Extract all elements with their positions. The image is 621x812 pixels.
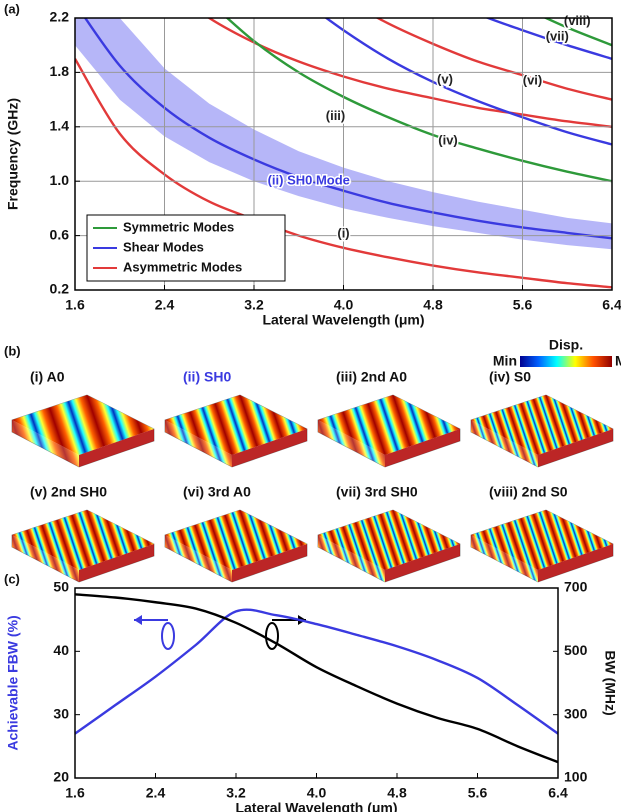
series-label: (i) xyxy=(337,225,349,240)
y-tick-label: 20 xyxy=(53,769,69,785)
y-tick-label: 0.2 xyxy=(50,281,70,297)
series-label: (vi) xyxy=(523,73,543,88)
series-label: (iii) xyxy=(326,108,346,123)
series-label: (vii) xyxy=(546,29,569,44)
x-tick-label: 3.2 xyxy=(244,297,264,313)
legend-label: Symmetric Modes xyxy=(123,219,234,234)
x-tick-label: 6.4 xyxy=(548,785,568,801)
x-tick-label: 1.6 xyxy=(65,297,85,313)
colorbar xyxy=(520,356,612,367)
x-tick-label: 1.6 xyxy=(65,785,85,801)
line xyxy=(165,0,613,127)
x-tick-label: 3.2 xyxy=(226,785,246,801)
legend-label: Asymmetric Modes xyxy=(123,259,242,274)
y2-tick-label: 300 xyxy=(564,705,588,721)
y2-tick-label: 500 xyxy=(564,642,588,658)
figure: (i)(ii) SH0 Mode(iii)(iv)(v)(vi)(vii)(vi… xyxy=(0,0,621,812)
x-tick-label: 5.6 xyxy=(468,785,488,801)
mode-shape xyxy=(12,395,154,467)
mode-shape xyxy=(318,510,460,582)
line xyxy=(75,610,558,734)
colorbar-title: Disp. xyxy=(549,337,583,353)
y-tick-label: 40 xyxy=(53,642,69,658)
y-tick-label: 2.2 xyxy=(50,9,70,25)
x-tick-label: 6.4 xyxy=(602,297,621,313)
y-axis-label: Frequency (GHz) xyxy=(5,98,21,210)
mode-label: (ii) SH0 xyxy=(183,369,231,385)
x-tick-label: 2.4 xyxy=(155,297,175,313)
mode-shape xyxy=(471,395,613,467)
y-tick-label: 50 xyxy=(53,579,69,595)
colorbar-min: Min xyxy=(493,353,517,369)
series-label: (v) xyxy=(437,71,453,86)
y-tick-label: 1.0 xyxy=(50,172,70,188)
x-tick-label: 4.8 xyxy=(423,297,443,313)
mode-label: (vi) 3rd A0 xyxy=(183,484,251,500)
y-tick-label: 1.4 xyxy=(50,118,70,134)
mode-label: (iii) 2nd A0 xyxy=(336,369,407,385)
x-tick-label: 4.0 xyxy=(307,785,327,801)
y-tick-label: 1.8 xyxy=(50,63,70,79)
mode-shape xyxy=(12,510,154,582)
mode-shape xyxy=(165,510,307,582)
x-axis-label: Lateral Wavelength (μm) xyxy=(262,312,424,328)
y2-axis-label: BW (MHz) xyxy=(602,650,618,715)
mode-label: (v) 2nd SH0 xyxy=(30,484,107,500)
y-tick-label: 30 xyxy=(53,705,69,721)
series-label: (viii) xyxy=(564,13,591,28)
x-tick-label: 4.0 xyxy=(334,297,354,313)
colorbar-max: Max xyxy=(615,353,621,369)
series-label: (ii) SH0 Mode xyxy=(268,173,350,188)
panel-label: (a) xyxy=(4,1,20,16)
x-axis-label: Lateral Wavelength (μm) xyxy=(235,800,397,812)
mode-label: (viii) 2nd S0 xyxy=(489,484,568,500)
x-tick-label: 5.6 xyxy=(513,297,533,313)
axis-indicators xyxy=(134,615,306,649)
mode-label: (i) A0 xyxy=(30,369,65,385)
series-label: (iv) xyxy=(438,132,458,147)
y-axis-label: Achievable FBW (%) xyxy=(5,615,21,750)
mode-label: (vii) 3rd SH0 xyxy=(336,484,418,500)
panel-label: (b) xyxy=(4,343,21,358)
mode-shape xyxy=(318,395,460,467)
y-tick-label: 0.6 xyxy=(50,226,70,242)
legend-label: Shear Modes xyxy=(123,239,204,254)
x-tick-label: 4.8 xyxy=(387,785,407,801)
y2-tick-label: 700 xyxy=(564,579,588,595)
mode-shape xyxy=(165,395,307,467)
mode-shape xyxy=(471,510,613,582)
mode-label: (iv) S0 xyxy=(489,369,531,385)
x-tick-label: 2.4 xyxy=(146,785,166,801)
panel-label: (c) xyxy=(4,571,20,586)
y2-tick-label: 100 xyxy=(564,769,588,785)
